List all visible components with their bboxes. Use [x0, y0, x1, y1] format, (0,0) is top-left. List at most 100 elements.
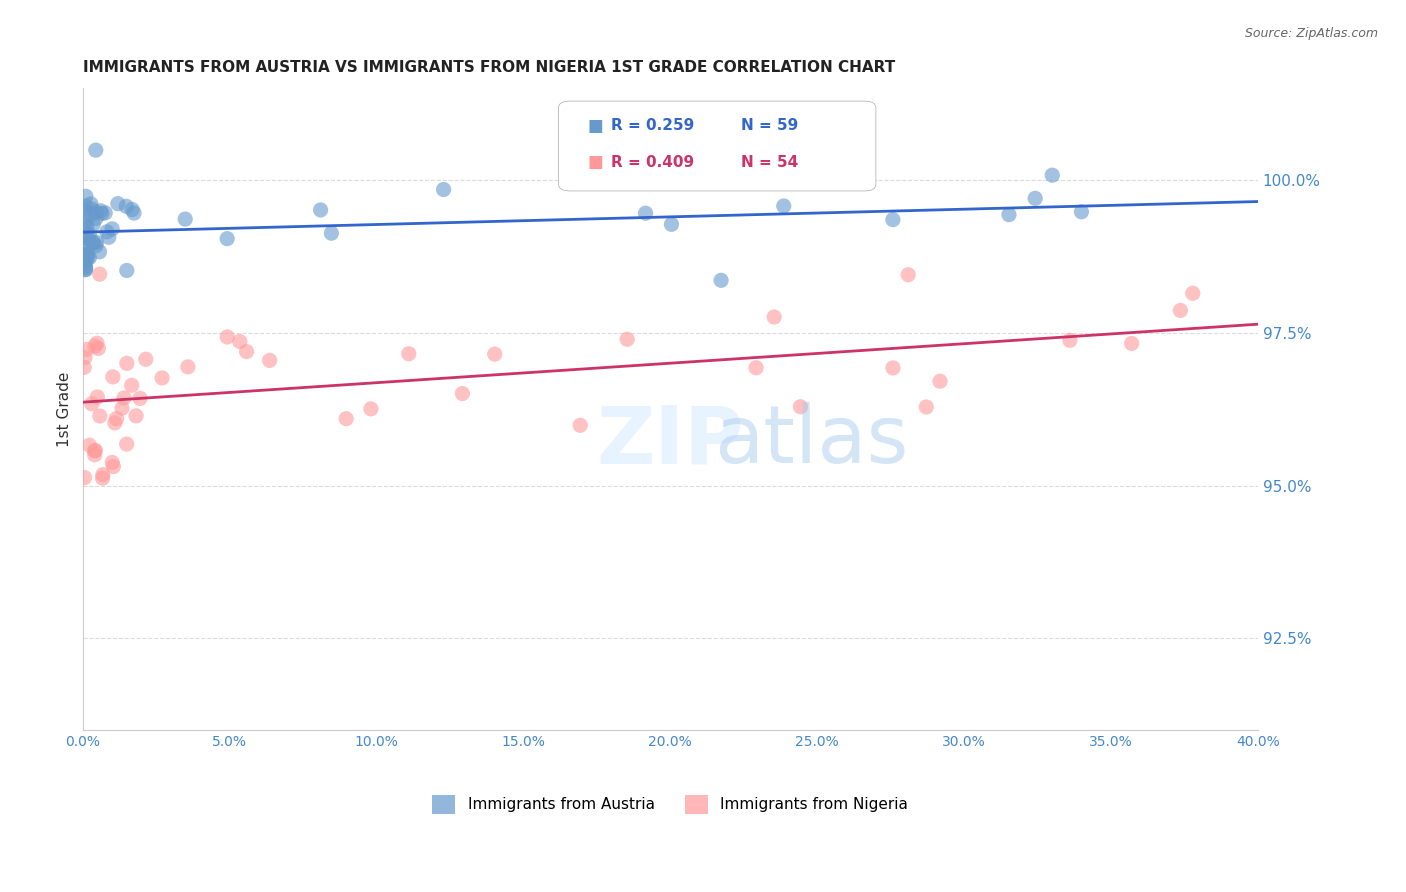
Immigrants from Austria — [121, 202, 143, 217]
Immigrants from Austria — [75, 262, 97, 277]
Immigrants from Austria — [772, 199, 794, 213]
Immigrants from Nigeria — [763, 310, 786, 324]
Immigrants from Nigeria — [177, 359, 200, 374]
Immigrants from Austria — [115, 199, 138, 213]
Immigrants from Austria — [84, 239, 107, 253]
Immigrants from Nigeria — [135, 352, 157, 367]
Immigrants from Nigeria — [616, 332, 638, 346]
Immigrants from Austria — [80, 208, 103, 222]
Immigrants from Austria — [75, 231, 97, 245]
Immigrants from Austria — [75, 219, 97, 233]
Immigrants from Nigeria — [84, 443, 107, 458]
Immigrants from Austria — [91, 206, 114, 220]
Immigrants from Nigeria — [360, 401, 382, 416]
Immigrants from Nigeria — [745, 360, 768, 375]
Immigrants from Nigeria — [129, 392, 152, 406]
Immigrants from Austria — [115, 263, 138, 277]
Immigrants from Nigeria — [103, 459, 125, 474]
Immigrants from Nigeria — [83, 339, 105, 353]
Immigrants from Nigeria — [121, 378, 143, 392]
Immigrants from Nigeria — [789, 400, 811, 414]
Immigrants from Austria — [75, 259, 97, 273]
Immigrants from Nigeria — [125, 409, 148, 423]
Immigrants from Austria — [309, 202, 332, 217]
Immigrants from Austria — [86, 235, 108, 250]
Text: IMMIGRANTS FROM AUSTRIA VS IMMIGRANTS FROM NIGERIA 1ST GRADE CORRELATION CHART: IMMIGRANTS FROM AUSTRIA VS IMMIGRANTS FR… — [83, 60, 894, 75]
Immigrants from Austria — [75, 189, 97, 203]
Immigrants from Nigeria — [897, 268, 920, 282]
Immigrants from Nigeria — [929, 374, 952, 388]
Immigrants from Nigeria — [115, 356, 138, 370]
Immigrants from Austria — [661, 218, 683, 232]
Immigrants from Nigeria — [915, 400, 938, 414]
Immigrants from Austria — [174, 212, 197, 227]
Immigrants from Nigeria — [1121, 336, 1143, 351]
Immigrants from Austria — [90, 203, 112, 218]
Immigrants from Austria — [82, 236, 104, 251]
Immigrants from Austria — [77, 239, 100, 253]
Immigrants from Austria — [432, 182, 454, 196]
Immigrants from Nigeria — [882, 360, 904, 375]
Immigrants from Nigeria — [1181, 286, 1204, 301]
Immigrants from Austria — [75, 227, 97, 242]
Immigrants from Nigeria — [1170, 303, 1192, 318]
Immigrants from Nigeria — [89, 267, 111, 281]
Immigrants from Nigeria — [235, 344, 257, 359]
Immigrants from Austria — [101, 222, 124, 236]
Immigrants from Nigeria — [217, 330, 239, 344]
Immigrants from Nigeria — [91, 467, 114, 482]
Immigrants from Nigeria — [83, 448, 105, 462]
Immigrants from Nigeria — [115, 437, 138, 451]
Immigrants from Austria — [80, 202, 103, 216]
Immigrants from Austria — [217, 232, 239, 246]
Immigrants from Austria — [75, 204, 97, 219]
Immigrants from Austria — [122, 206, 145, 220]
Immigrants from Nigeria — [86, 390, 108, 404]
Immigrants from Austria — [76, 251, 98, 265]
Text: N = 59: N = 59 — [741, 118, 799, 133]
Immigrants from Nigeria — [86, 336, 108, 351]
Immigrants from Austria — [77, 230, 100, 244]
Immigrants from Austria — [82, 218, 104, 232]
Immigrants from Austria — [83, 235, 105, 250]
Immigrants from Nigeria — [111, 401, 134, 416]
Immigrants from Austria — [75, 213, 97, 227]
Immigrants from Nigeria — [229, 334, 252, 349]
Immigrants from Nigeria — [73, 470, 96, 484]
Immigrants from Nigeria — [73, 351, 96, 365]
Immigrants from Nigeria — [73, 360, 96, 375]
Immigrants from Nigeria — [91, 471, 114, 485]
Immigrants from Nigeria — [104, 416, 127, 430]
Immigrants from Austria — [1024, 191, 1046, 205]
Text: ■: ■ — [588, 117, 603, 135]
Immigrants from Nigeria — [105, 411, 128, 425]
Immigrants from Nigeria — [83, 443, 105, 458]
Immigrants from Austria — [96, 225, 118, 239]
Immigrants from Nigeria — [335, 411, 357, 425]
Immigrants from Austria — [79, 227, 101, 242]
Immigrants from Austria — [97, 230, 120, 244]
Immigrants from Nigeria — [89, 409, 111, 423]
Immigrants from Austria — [80, 197, 103, 211]
Text: R = 0.259: R = 0.259 — [612, 118, 695, 133]
Text: ■: ■ — [588, 153, 603, 171]
Immigrants from Austria — [75, 248, 97, 262]
Immigrants from Nigeria — [1059, 333, 1081, 347]
Immigrants from Nigeria — [451, 386, 474, 401]
Immigrants from Nigeria — [484, 347, 506, 361]
Legend: Immigrants from Austria, Immigrants from Nigeria: Immigrants from Austria, Immigrants from… — [426, 789, 914, 820]
Immigrants from Austria — [76, 219, 98, 234]
Immigrants from Austria — [75, 260, 97, 275]
Immigrants from Austria — [84, 143, 107, 157]
Immigrants from Austria — [76, 248, 98, 262]
Text: N = 54: N = 54 — [741, 154, 799, 169]
Y-axis label: 1st Grade: 1st Grade — [58, 371, 72, 447]
Immigrants from Austria — [79, 251, 101, 265]
Immigrants from Nigeria — [80, 397, 103, 411]
Text: R = 0.409: R = 0.409 — [612, 154, 695, 169]
Immigrants from Austria — [321, 226, 343, 240]
Immigrants from Nigeria — [259, 353, 281, 368]
Immigrants from Austria — [94, 206, 117, 220]
Immigrants from Austria — [89, 244, 111, 259]
Immigrants from Austria — [882, 212, 904, 227]
